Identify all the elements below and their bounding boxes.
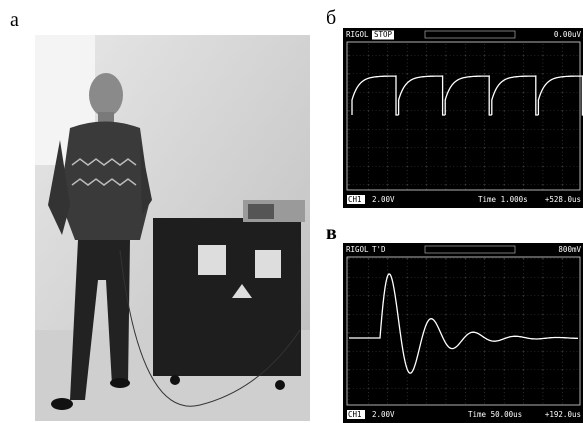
oscilloscope-screen: RIGOL STOP 0.00uV CH1 2.00V Time 1.000s … (343, 28, 583, 208)
channel: CH1 (348, 410, 362, 419)
volts-div: 2.00V (372, 195, 395, 204)
panel-label: б (326, 7, 336, 29)
trigger-level: 800mV (558, 245, 581, 254)
volts-div: 2.00V (372, 410, 395, 419)
waveform (349, 273, 578, 374)
panel-label: а (10, 9, 19, 31)
trigger-level: 0.00uV (554, 30, 582, 39)
photo (35, 35, 310, 421)
brand: RIGOL (346, 30, 369, 39)
time-div: Time 50.00us (468, 410, 522, 419)
panel-label: в (326, 222, 337, 244)
channel: CH1 (348, 195, 362, 204)
oscilloscope-screen: RIGOL T'D 800mV CH1 2.00V Time 50.00us +… (343, 243, 583, 423)
status: STOP (374, 30, 393, 39)
time-div: Time 1.000s (478, 195, 528, 204)
offset: +528.0us (545, 195, 581, 204)
waveform (351, 75, 583, 116)
brand: RIGOL (346, 245, 369, 254)
status: T'D (372, 245, 386, 254)
offset: +192.0us (545, 410, 581, 419)
